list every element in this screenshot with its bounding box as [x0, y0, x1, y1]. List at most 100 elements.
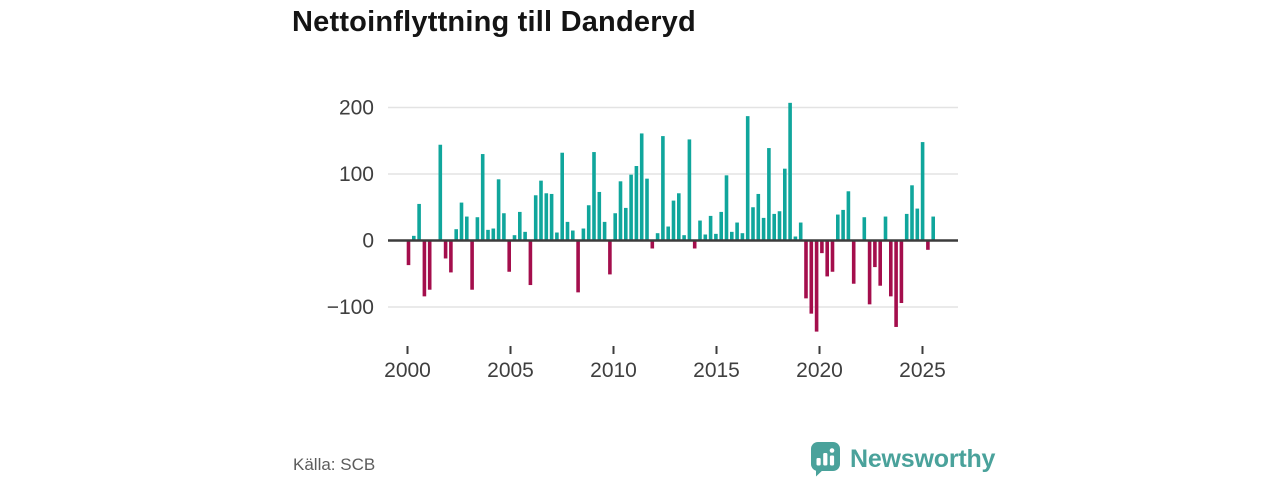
bar — [618, 181, 623, 241]
bar — [698, 220, 702, 241]
bar — [655, 233, 660, 241]
bar — [512, 235, 517, 241]
bar — [708, 215, 713, 241]
bar — [878, 240, 882, 286]
bar — [459, 202, 464, 241]
bar — [645, 178, 649, 241]
bar — [475, 217, 480, 241]
bar — [597, 191, 602, 241]
bar — [745, 116, 750, 241]
bar — [777, 211, 782, 241]
bar — [449, 240, 453, 273]
bar — [417, 203, 421, 241]
x-tick-label: 2010 — [590, 359, 637, 382]
bar — [496, 179, 501, 241]
bar — [465, 216, 469, 241]
bar — [544, 193, 549, 241]
source-note: Källa: SCB — [293, 455, 376, 474]
bar — [586, 205, 591, 241]
bar — [470, 240, 474, 290]
bar — [486, 229, 490, 241]
bar — [639, 133, 644, 241]
bar — [560, 152, 564, 241]
bar — [602, 221, 607, 241]
bar — [772, 213, 776, 241]
newsworthy-logo-icon — [811, 442, 840, 477]
y-tick-label: −100 — [327, 296, 374, 319]
bar — [714, 233, 718, 241]
bar — [438, 144, 443, 241]
bar — [533, 195, 538, 241]
x-tick-label: 2000 — [384, 359, 431, 382]
bar — [825, 240, 829, 277]
bar — [804, 240, 808, 299]
bar — [793, 236, 798, 241]
bar — [809, 240, 814, 314]
bar — [576, 240, 580, 293]
bar — [539, 180, 543, 241]
bar — [565, 221, 570, 241]
bar — [687, 139, 692, 241]
x-tick-label: 2015 — [693, 359, 740, 382]
bar — [677, 193, 681, 241]
bar — [406, 240, 411, 266]
bar — [735, 222, 739, 241]
bar — [624, 207, 628, 241]
bar — [761, 217, 766, 241]
bar — [899, 240, 904, 304]
y-tick-label: 200 — [339, 97, 374, 120]
bar — [740, 233, 745, 241]
y-tick-label: 0 — [362, 230, 374, 253]
bar — [571, 230, 575, 241]
bar — [682, 235, 686, 241]
y-axis-labels: 200 100 0 −100 — [327, 97, 374, 320]
brand-footer: Newsworthy — [810, 441, 995, 477]
bar — [783, 168, 787, 241]
bar — [724, 175, 729, 241]
bar — [931, 216, 935, 241]
bar — [480, 154, 485, 241]
bar — [671, 200, 676, 241]
bar — [692, 240, 697, 249]
bar — [666, 226, 670, 241]
bar — [581, 228, 586, 241]
bar — [634, 166, 639, 241]
bar — [756, 193, 761, 241]
bar — [830, 240, 835, 272]
bar — [798, 222, 803, 241]
bars — [406, 102, 935, 332]
bar — [751, 207, 755, 241]
bar — [443, 240, 448, 259]
bar — [846, 191, 851, 241]
bar — [862, 217, 867, 241]
bar — [883, 216, 888, 241]
x-tick-label: 2020 — [796, 359, 843, 382]
bar — [851, 240, 856, 284]
bar — [894, 240, 898, 327]
bar — [592, 152, 596, 241]
bar — [767, 148, 771, 241]
bar — [920, 142, 925, 241]
bar — [661, 136, 665, 241]
bar — [528, 240, 533, 286]
x-tick-label: 2005 — [487, 359, 534, 382]
bar — [836, 214, 840, 241]
bar — [491, 228, 496, 241]
bar — [613, 213, 617, 241]
bar — [703, 234, 708, 241]
chart-title: Nettoinflyttning till Danderyd — [292, 6, 696, 38]
bar — [904, 213, 909, 241]
bar — [841, 209, 845, 241]
bar — [549, 193, 554, 241]
bar — [650, 240, 655, 249]
bar — [873, 240, 877, 268]
bar — [608, 240, 612, 275]
bar — [719, 211, 723, 241]
bar — [555, 232, 559, 241]
bar — [820, 240, 824, 254]
brand-wordmark: Newsworthy — [850, 444, 996, 473]
bar — [454, 229, 458, 241]
bar — [518, 211, 522, 241]
